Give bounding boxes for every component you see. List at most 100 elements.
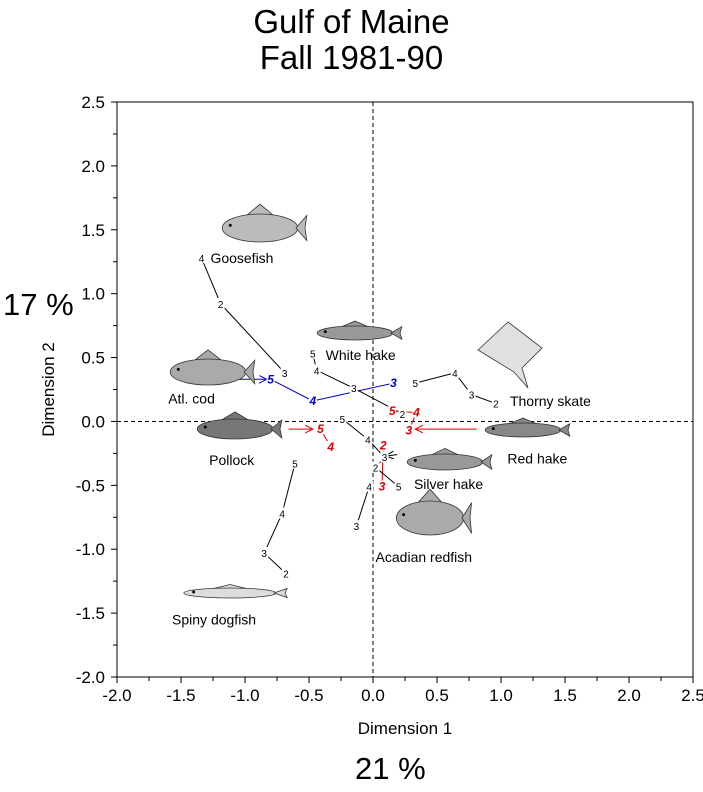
y-tick-label: 2.5 xyxy=(81,93,105,112)
point-label: 3 xyxy=(379,480,386,494)
trajectory-segment xyxy=(341,418,369,440)
y-axis-title: Dimension 2 xyxy=(39,342,58,437)
chart-title-line2: Fall 1981-90 xyxy=(259,39,444,76)
y-tick-label: 0.5 xyxy=(81,349,105,368)
point-label: 3 xyxy=(282,369,288,380)
trajectory-segment xyxy=(220,303,286,374)
atlantic-cod-icon xyxy=(169,349,256,386)
point-label-bg xyxy=(388,405,397,417)
point-label-bg xyxy=(411,377,420,389)
species-label: Acadian redfish xyxy=(376,549,473,565)
point-label-bg xyxy=(371,461,380,473)
goosefish-icon xyxy=(221,203,308,243)
dimension1-percent: 21 % xyxy=(355,751,426,786)
y-tick-label: -1.0 xyxy=(76,540,105,559)
trajectory-segment xyxy=(355,486,370,527)
species-label: Silver hake xyxy=(414,476,483,492)
point-label-bg xyxy=(450,366,459,378)
point-label: 2 xyxy=(400,410,406,421)
x-tick-label: -1.0 xyxy=(230,686,259,705)
point-label-bg xyxy=(379,439,388,451)
trajectory-segment xyxy=(201,257,222,305)
point-label: 5 xyxy=(389,404,396,418)
species-label: Thorny skate xyxy=(510,393,591,409)
point-label: 5 xyxy=(396,483,402,494)
point-label-bg xyxy=(365,480,374,492)
point-label: 4 xyxy=(365,435,371,446)
point-label-bg xyxy=(316,423,325,435)
pollock-icon xyxy=(196,411,283,440)
point-label-bg xyxy=(308,395,317,406)
x-axis-title: Dimension 1 xyxy=(358,719,453,738)
point-label-bg xyxy=(312,364,321,376)
point-label: 4 xyxy=(279,509,285,520)
point-label-bg xyxy=(260,547,269,559)
point-label: 4 xyxy=(452,369,458,380)
point-label: 5 xyxy=(310,350,316,361)
point-label-bg xyxy=(404,424,413,436)
chart-title-line1: Gulf of Maine xyxy=(253,3,450,40)
silver-hake-icon xyxy=(406,447,493,471)
point-label: 2 xyxy=(493,400,499,411)
point-label: 3 xyxy=(261,549,267,560)
point-label-bg xyxy=(281,567,290,579)
y-tick-label: 1.0 xyxy=(81,285,105,304)
x-tick-label: 2.0 xyxy=(617,686,641,705)
point-label-bg xyxy=(398,407,407,419)
trajectory-segment xyxy=(263,513,283,554)
x-tick-label: 0.5 xyxy=(425,686,449,705)
point-label: 3 xyxy=(382,453,388,464)
trajectory-segment xyxy=(281,463,296,514)
x-tick-label: -1.5 xyxy=(166,686,195,705)
point-label-bg xyxy=(394,480,403,492)
x-tick-label: -0.5 xyxy=(294,686,323,705)
species-label: White hake xyxy=(326,347,396,363)
point-label-bg xyxy=(412,406,421,418)
thorny-skate-icon xyxy=(477,321,543,389)
point-label: 4 xyxy=(199,254,205,265)
dimension2-percent: 17 % xyxy=(3,287,74,322)
point-label-bg xyxy=(266,373,275,385)
point-label: 4 xyxy=(308,394,316,408)
white-hake-icon xyxy=(316,320,403,341)
point-label: 5 xyxy=(292,460,298,471)
point-label-bg xyxy=(352,520,361,532)
x-tick-label: 0.0 xyxy=(361,686,385,705)
point-label: 4 xyxy=(326,440,334,454)
point-label-bg xyxy=(349,382,358,394)
species-label: Goosefish xyxy=(210,250,273,266)
y-tick-label: -2.0 xyxy=(76,668,105,687)
point-label-bg xyxy=(278,507,287,519)
point-label-bg xyxy=(491,397,500,409)
point-label: 3 xyxy=(354,522,360,533)
point-label: 3 xyxy=(405,423,412,437)
x-tick-label: 1.0 xyxy=(489,686,513,705)
spiny-dogfish-icon xyxy=(183,584,288,599)
point-label: 4 xyxy=(314,366,320,377)
point-label-bg xyxy=(338,412,347,424)
point-label-bg xyxy=(197,251,206,263)
trajectory-segment xyxy=(316,369,355,389)
point-label: 5 xyxy=(267,372,274,386)
y-tick-label: 2.0 xyxy=(81,157,105,176)
point-label: 3 xyxy=(351,384,357,395)
trajectory-segment xyxy=(471,394,497,405)
point-label-bg xyxy=(326,441,335,452)
x-tick-label: 1.5 xyxy=(553,686,577,705)
species-label: Spiny dogfish xyxy=(172,612,256,628)
point-label-bg xyxy=(280,366,289,378)
point-label-bg xyxy=(216,297,225,309)
y-tick-label: 1.5 xyxy=(81,221,105,240)
point-label-bg xyxy=(377,480,386,492)
point-label: 5 xyxy=(317,422,324,436)
point-label: 3 xyxy=(390,376,397,390)
species-label: Red hake xyxy=(507,451,567,467)
point-label: 4 xyxy=(412,406,420,420)
x-tick-label: 2.5 xyxy=(681,686,703,705)
point-label-bg xyxy=(467,388,476,400)
y-tick-label: -1.5 xyxy=(76,604,105,623)
species-label: Pollock xyxy=(209,452,255,468)
point-label: 2 xyxy=(373,463,379,474)
